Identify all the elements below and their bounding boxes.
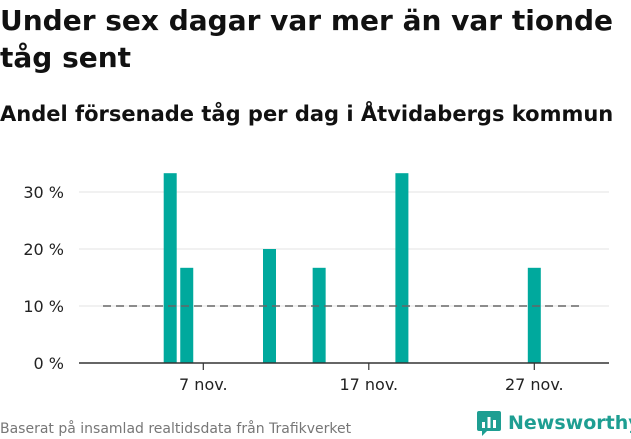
y-tick-label: 10 %: [23, 297, 64, 316]
y-tick-label: 20 %: [23, 240, 64, 259]
chart-subtitle: Andel försenade tåg per dag i Åtvidaberg…: [0, 102, 614, 126]
bar: [263, 249, 276, 363]
bar: [527, 267, 541, 363]
bar: [395, 173, 409, 363]
x-tick-label: 17 nov.: [339, 375, 398, 394]
newsworthy-chart-icon: [477, 411, 501, 436]
x-tick-label: 7 nov.: [179, 375, 228, 394]
bar: [180, 267, 194, 363]
bar: [312, 267, 326, 363]
x-tick-label: 27 nov.: [505, 375, 564, 394]
newsworthy-logo: Newsworthy: [476, 408, 631, 438]
source-note: Baserat på insamlad realtidsdata från Tr…: [0, 421, 352, 437]
bar: [163, 173, 177, 363]
bar-chart: 0 % 10 % 20 % 30 % 7 nov. 17 nov. 27 nov.: [23, 173, 609, 394]
y-tick-label: 30 %: [23, 183, 64, 202]
chart-title: Under sex dagar var mer än var tionde tå…: [0, 4, 614, 74]
y-tick-label: 0 %: [34, 354, 64, 373]
brand-name: Newsworthy: [508, 412, 631, 434]
